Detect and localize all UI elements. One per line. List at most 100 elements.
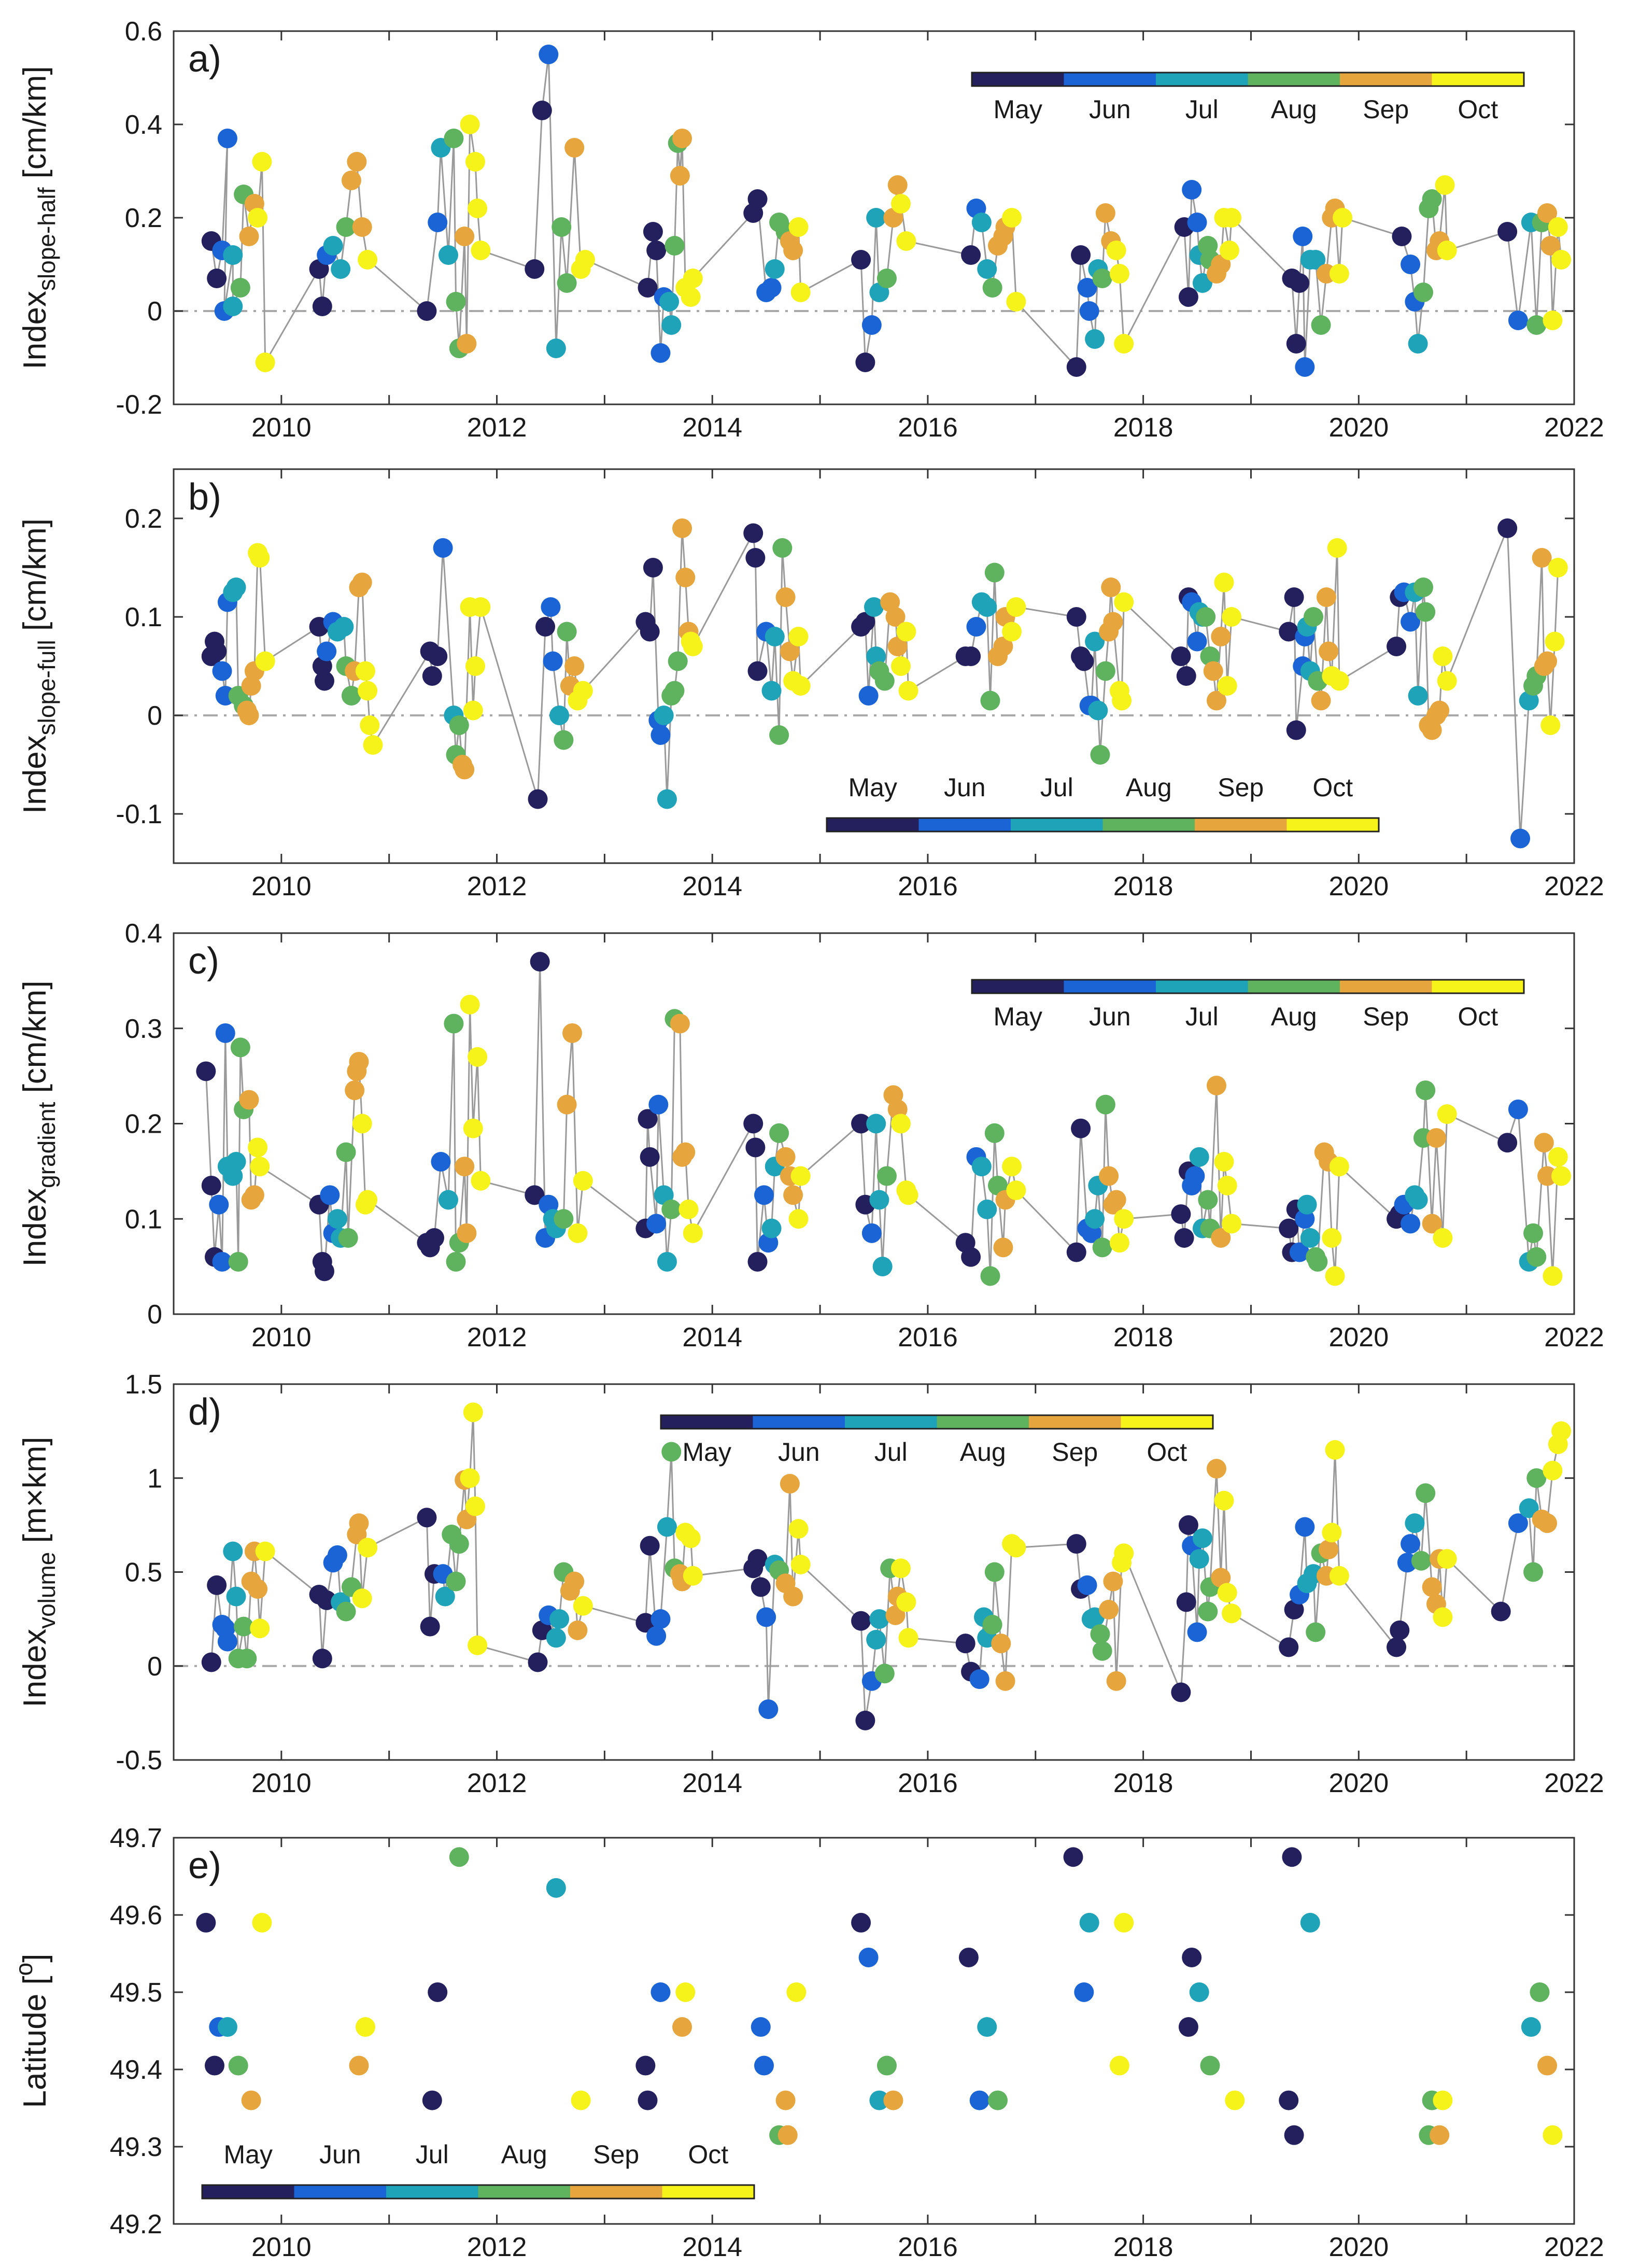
data-point <box>444 129 464 148</box>
colorbar-swatch <box>845 1415 937 1429</box>
colorbar: May Jun Jul Aug Sep Oct <box>660 1414 1214 1467</box>
x-tick-label: 2018 <box>1113 871 1173 901</box>
y-axis-label-unit: [cm/km] <box>17 980 53 1102</box>
data-point <box>984 1123 1005 1143</box>
data-point <box>314 671 334 691</box>
data-point <box>226 1586 246 1607</box>
x-tick-label: 2020 <box>1328 1322 1389 1353</box>
data-point <box>681 287 701 307</box>
data-point <box>449 1534 469 1554</box>
data-point <box>1200 646 1220 666</box>
data-point <box>1537 2055 1558 2076</box>
data-point <box>471 1171 491 1191</box>
data-point <box>898 1185 918 1205</box>
data-point <box>465 1496 485 1516</box>
data-point <box>783 241 803 260</box>
data-point <box>355 661 375 681</box>
colorbar-label: Sep <box>593 2140 639 2169</box>
data-point <box>541 597 561 617</box>
data-point <box>1185 1166 1205 1186</box>
data-point <box>212 661 232 681</box>
data-point <box>1293 227 1313 246</box>
data-point <box>336 217 356 237</box>
x-tick-label: 2010 <box>251 2232 312 2262</box>
data-point <box>1392 227 1412 246</box>
data-point <box>638 2090 658 2110</box>
panel-b: -0.1 0 0.1 0.2 2010 2012 2014 2016 2018 2020 2022 I… <box>17 468 1604 901</box>
data-point <box>1545 631 1565 652</box>
data-point <box>876 2055 897 2076</box>
y-tick-label: 0.1 <box>125 1204 162 1234</box>
colorbar-swatch <box>478 2185 570 2199</box>
x-tick-label: 2018 <box>1113 1768 1173 1798</box>
data-point <box>1289 273 1309 293</box>
data-point <box>664 681 685 701</box>
y-tick-label: 0.4 <box>125 110 162 140</box>
colorbar-label: Sep <box>1218 773 1264 802</box>
colorbar-label: May <box>994 95 1042 124</box>
data-point <box>347 152 367 172</box>
data-point <box>435 1586 455 1607</box>
y-tick-label: 0.2 <box>125 1109 162 1139</box>
x-tick-label: 2014 <box>682 1768 742 1798</box>
x-tick-label: 2016 <box>898 1322 958 1353</box>
y-axis-label-main: Index <box>17 291 53 370</box>
data-point <box>455 1157 475 1177</box>
data-point <box>1322 1228 1342 1248</box>
data-point <box>1329 264 1349 284</box>
x-tick-label: 2010 <box>251 871 312 901</box>
colorbar-swatch <box>1340 980 1432 993</box>
data-point <box>1543 1460 1563 1481</box>
colorbar-swatch <box>1156 73 1248 86</box>
data-point <box>651 725 671 745</box>
data-point <box>775 2090 796 2110</box>
data-point <box>1408 1190 1428 1210</box>
data-point <box>1316 587 1336 607</box>
colorbar-frame <box>660 1414 1214 1430</box>
data-point <box>223 1541 243 1561</box>
data-point <box>1433 1607 1453 1627</box>
data-point <box>530 952 550 972</box>
data-point <box>1422 189 1442 209</box>
data-point <box>449 1847 469 1867</box>
data-point <box>460 1468 480 1488</box>
data-point <box>1422 720 1442 740</box>
data-point <box>1295 357 1315 377</box>
data-point <box>661 315 682 335</box>
data-point <box>349 2055 369 2076</box>
colorbar-label: Aug <box>1126 773 1172 802</box>
data-point <box>788 1209 809 1229</box>
data-point <box>1311 691 1331 711</box>
y-axis-label-main: Index <box>17 735 53 814</box>
data-point <box>1074 651 1094 671</box>
data-point <box>1390 1620 1410 1640</box>
data-point <box>1413 577 1434 597</box>
data-point <box>745 548 766 568</box>
data-point <box>661 1199 682 1219</box>
data-point <box>1217 1583 1237 1603</box>
data-point <box>646 241 667 260</box>
data-point <box>201 1652 221 1672</box>
data-point <box>239 1090 259 1110</box>
data-point <box>880 592 900 612</box>
data-point <box>1497 1133 1518 1153</box>
data-point <box>1282 1847 1302 1867</box>
data-point <box>683 1566 703 1586</box>
colorbar-swatch <box>918 818 1011 832</box>
data-point <box>995 1671 1015 1691</box>
colorbar-label: Jun <box>1089 1002 1131 1031</box>
data-point <box>417 301 437 321</box>
data-point <box>446 292 466 312</box>
data-point <box>780 641 800 661</box>
data-point <box>1085 631 1105 652</box>
y-axis-label-unit: [m×km] <box>17 1436 53 1552</box>
data-point <box>465 152 485 172</box>
panel-a: -0.2 0 0.2 0.4 0.6 2010 2012 2014 2016 2018 2020 20… <box>17 17 1604 443</box>
data-point <box>640 1147 660 1167</box>
data-point <box>1551 250 1572 270</box>
colorbar-swatch <box>827 818 919 832</box>
data-point <box>866 208 886 228</box>
colorbar-swatch <box>1064 980 1156 993</box>
data-point <box>543 651 563 671</box>
data-point <box>1178 287 1198 307</box>
